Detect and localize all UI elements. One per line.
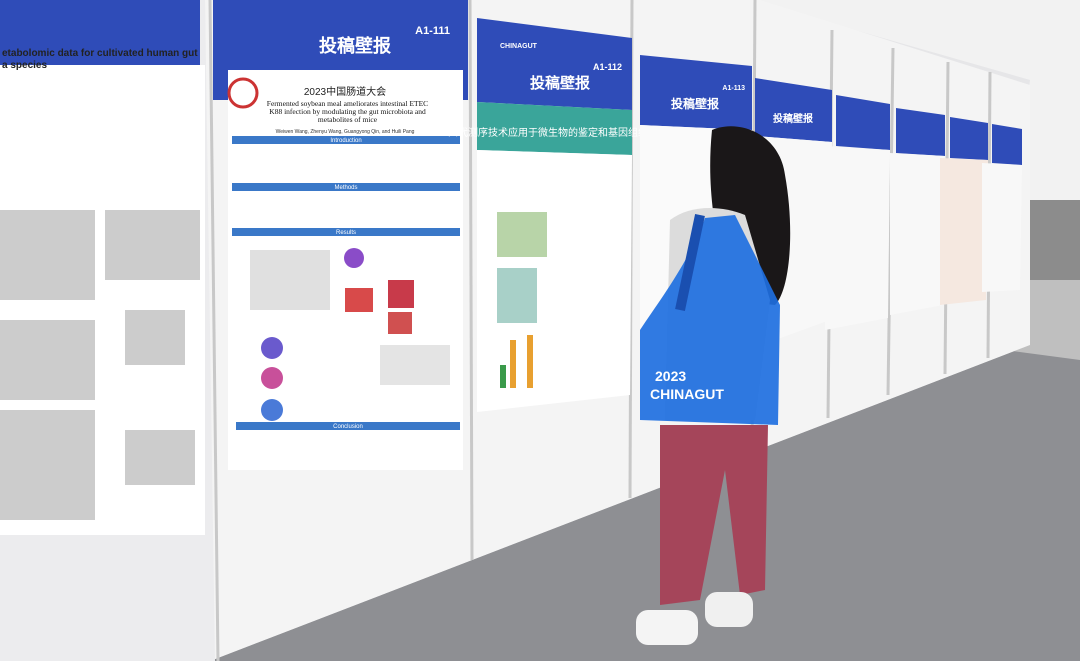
section-title: Methods: [334, 185, 357, 191]
poster-figures: [497, 212, 547, 388]
poster-header: [477, 18, 632, 110]
poster-header-text: 投稿壁报: [319, 35, 391, 56]
poster-conference: 2023中国肠道大会: [304, 85, 386, 98]
person: [636, 126, 791, 645]
poster-brand: CHINAGUT: [500, 43, 538, 50]
poster-subheader: [477, 102, 632, 155]
poster-authors: Weiwen Wang, Zhenyu Wang, Guangyong Qin,…: [276, 129, 415, 135]
logo: [227, 77, 259, 109]
left-poster-figures: [0, 210, 200, 520]
floor: [210, 345, 1080, 661]
poster-header: [755, 78, 832, 142]
poster-header-text: 投稿壁报: [671, 96, 719, 111]
section-title: Conclusion: [333, 424, 363, 430]
poster-title: 四代测序技术应用于微生物的鉴定和基因组组装: [448, 126, 658, 139]
poster-header-text: 投稿壁报: [530, 74, 590, 92]
left-poster-title: a species: [2, 60, 47, 71]
poster-sections: Introduction Methods Results Conclusion: [232, 136, 460, 430]
bag-brand: CHINAGUT: [650, 386, 724, 402]
poster-code: A1-111: [415, 25, 450, 37]
poster-header: [640, 55, 752, 130]
distant-posters: [825, 95, 1022, 330]
ceiling: [750, 0, 1080, 200]
poster-code: A1-113: [722, 85, 745, 92]
bag-year: 2023: [655, 368, 686, 384]
poster-title-box: Fermented soybean meal ameliorates intes…: [266, 100, 429, 124]
section-title: Results: [336, 230, 356, 236]
left-poster-header: [0, 0, 200, 65]
poster-figures: [250, 248, 450, 421]
poster-code: A1-112: [593, 62, 622, 72]
poster-header-text: 投稿壁报: [773, 112, 813, 125]
poster-title: Fermented soybean meal ameliorates intes…: [266, 100, 429, 124]
left-poster-title: etabolomic data for cultivated human gut: [2, 48, 198, 59]
section-title: Introduction: [330, 138, 361, 144]
